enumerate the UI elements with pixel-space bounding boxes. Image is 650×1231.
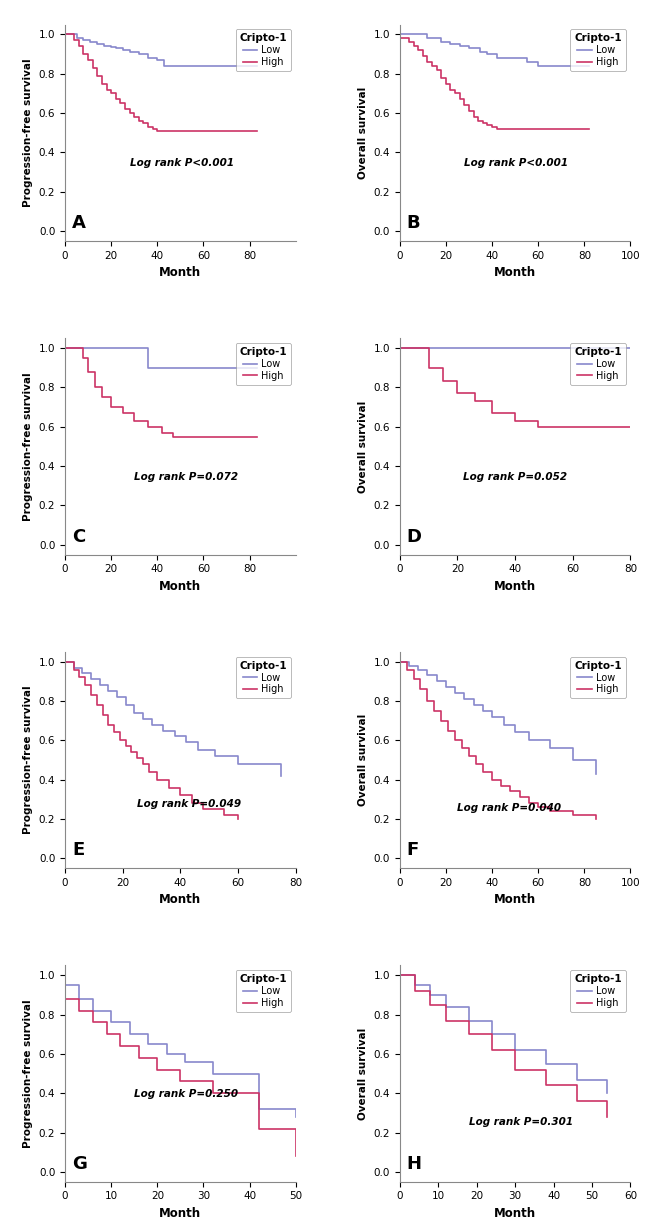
Y-axis label: Progression-free survival: Progression-free survival xyxy=(23,372,33,521)
Text: Log rank P=0.072: Log rank P=0.072 xyxy=(135,471,239,481)
Y-axis label: Overall survival: Overall survival xyxy=(358,714,368,806)
Legend: Low, High: Low, High xyxy=(570,656,626,698)
Y-axis label: Overall survival: Overall survival xyxy=(358,86,368,178)
Text: Log rank P<0.001: Log rank P<0.001 xyxy=(129,159,234,169)
Legend: Low, High: Low, High xyxy=(235,970,291,1012)
X-axis label: Month: Month xyxy=(159,894,202,906)
Text: E: E xyxy=(72,842,84,859)
X-axis label: Month: Month xyxy=(494,1208,536,1220)
Y-axis label: Progression-free survival: Progression-free survival xyxy=(23,1000,33,1149)
Text: B: B xyxy=(407,214,421,233)
Text: H: H xyxy=(407,1155,422,1173)
X-axis label: Month: Month xyxy=(159,266,202,279)
Text: G: G xyxy=(72,1155,87,1173)
X-axis label: Month: Month xyxy=(494,894,536,906)
Y-axis label: Progression-free survival: Progression-free survival xyxy=(23,686,33,835)
Legend: Low, High: Low, High xyxy=(570,30,626,71)
Legend: Low, High: Low, High xyxy=(570,343,626,385)
X-axis label: Month: Month xyxy=(159,580,202,593)
Text: Log rank P=0.049: Log rank P=0.049 xyxy=(137,799,241,809)
X-axis label: Month: Month xyxy=(159,1208,202,1220)
Text: C: C xyxy=(72,528,85,545)
Y-axis label: Progression-free survival: Progression-free survival xyxy=(23,58,33,207)
X-axis label: Month: Month xyxy=(494,266,536,279)
Y-axis label: Overall survival: Overall survival xyxy=(358,400,368,492)
Text: Log rank P=0.052: Log rank P=0.052 xyxy=(463,471,567,481)
Text: F: F xyxy=(407,842,419,859)
Legend: Low, High: Low, High xyxy=(235,656,291,698)
Text: Log rank P=0.301: Log rank P=0.301 xyxy=(469,1117,573,1126)
Text: Log rank P<0.001: Log rank P<0.001 xyxy=(464,159,569,169)
Text: D: D xyxy=(407,528,422,545)
Legend: Low, High: Low, High xyxy=(235,343,291,385)
Text: A: A xyxy=(72,214,86,233)
Text: Log rank P=0.040: Log rank P=0.040 xyxy=(458,803,562,814)
Legend: Low, High: Low, High xyxy=(570,970,626,1012)
Y-axis label: Overall survival: Overall survival xyxy=(358,1028,368,1120)
X-axis label: Month: Month xyxy=(494,580,536,593)
Text: Log rank P=0.250: Log rank P=0.250 xyxy=(135,1089,239,1099)
Legend: Low, High: Low, High xyxy=(235,30,291,71)
